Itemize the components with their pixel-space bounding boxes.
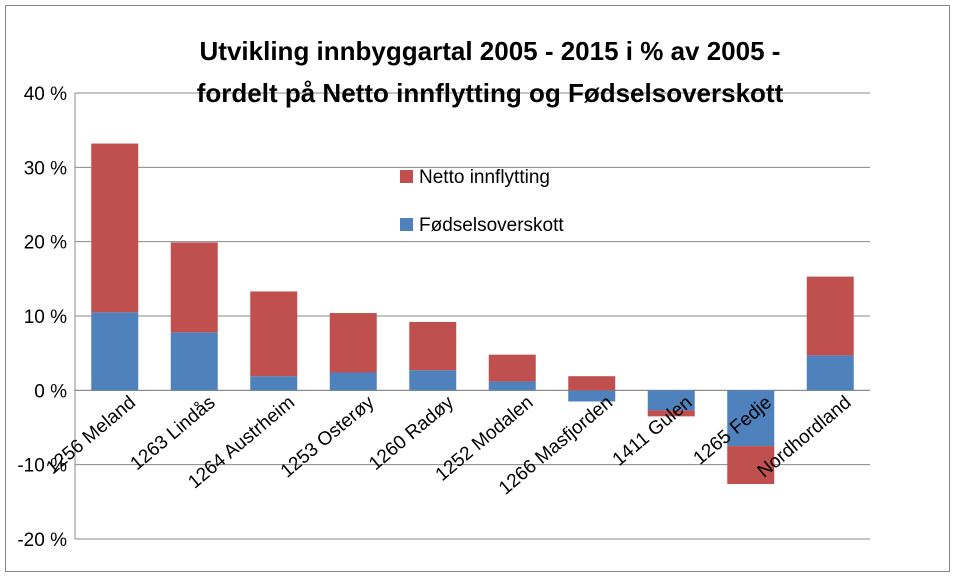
bar-segment: [806, 355, 854, 391]
bar-segment: [647, 390, 695, 411]
bar-segment: [329, 372, 377, 391]
bar-segment: [488, 381, 536, 391]
legend-swatch: [400, 218, 413, 231]
bar-segment: [170, 332, 218, 391]
bar-segment: [727, 446, 775, 484]
y-tick-label: 40 %: [24, 84, 67, 105]
y-tick-label: -20 %: [17, 530, 67, 551]
bar-segment: [488, 354, 536, 382]
bar-segment: [568, 376, 616, 391]
y-tick-label: -10 %: [17, 456, 67, 477]
bar-segment: [170, 242, 218, 333]
bar-segment: [727, 390, 775, 447]
bar-segment: [409, 370, 457, 391]
chart-title: Utvikling innbyggartal 2005 - 2015 i % a…: [200, 36, 781, 66]
bar-segment: [250, 376, 298, 391]
bar-segment: [409, 321, 457, 371]
y-tick-label: 0 %: [34, 381, 67, 402]
legend-label: Netto innflytting: [419, 167, 550, 188]
bar-segment: [568, 390, 616, 402]
chart-title: fordelt på Netto innflytting og Fødselso…: [197, 78, 784, 108]
bar-segment: [91, 143, 139, 313]
bar-segment: [91, 312, 139, 391]
bar-segment: [250, 291, 298, 377]
y-tick-label: 20 %: [24, 233, 67, 254]
bar-segment: [647, 410, 695, 417]
chart-border: [5, 5, 950, 572]
legend-swatch: [400, 170, 413, 183]
legend-label: Fødselsoverskott: [419, 215, 564, 236]
bar-segment: [329, 313, 377, 373]
y-tick-label: 30 %: [24, 158, 67, 179]
bar-segment: [806, 276, 854, 356]
y-tick-label: 10 %: [24, 307, 67, 328]
